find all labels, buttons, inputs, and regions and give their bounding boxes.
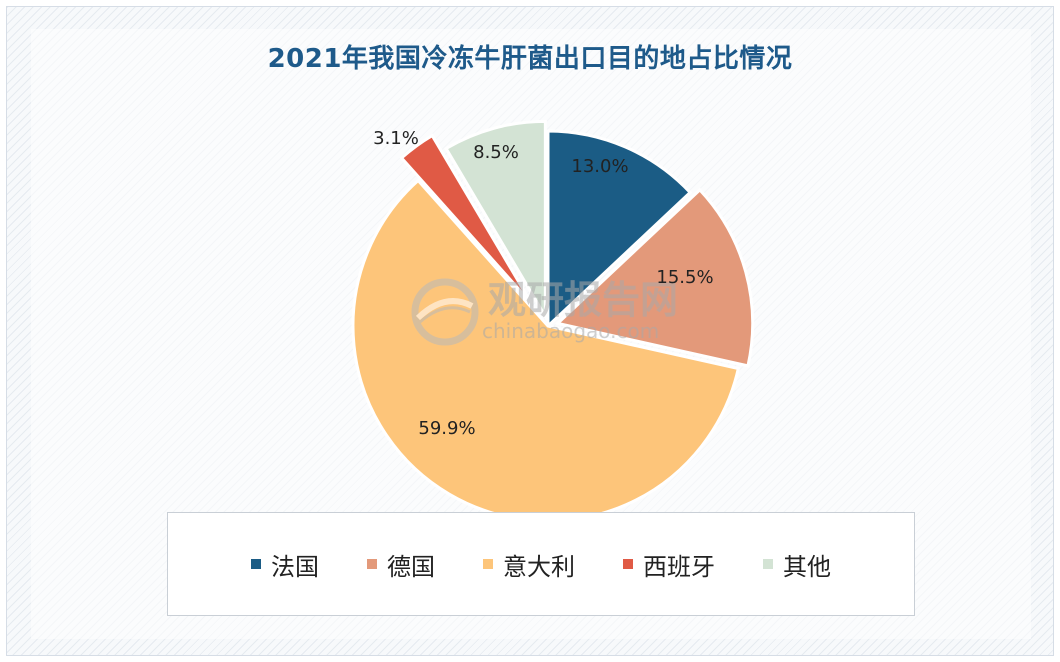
pie-slice-5 [444,119,547,322]
watermark-logo-icon [411,278,479,346]
watermark-text-cn: 观研报告网 [488,278,678,322]
pie-data-label-4: 3.1% [373,128,419,149]
legend-label-2: 德国 [387,552,435,581]
legend: 法国 德国 意大利 西班牙 其他 [167,512,915,616]
watermark-text-en: chinabaogao.com [482,319,659,343]
pie-data-labels: 13.0% 15.5% 59.9% 3.1% 8.5% [373,128,713,439]
legend-item-4: 西班牙 [623,547,715,582]
legend-label-1: 法国 [271,552,319,581]
pie-slice-1 [546,129,693,330]
pie-slice-2 [554,187,755,368]
pie-slice-4 [399,133,533,305]
legend-label-4: 西班牙 [643,552,715,581]
legend-label-3: 意大利 [503,552,575,581]
legend-item-2: 德国 [367,547,435,582]
chart-title: 2021年我国冷冻牛肝菌出口目的地占比情况 [267,44,793,74]
legend-item-3: 意大利 [483,547,575,582]
legend-item-5: 其他 [763,547,831,582]
pie-data-label-5: 8.5% [473,142,519,163]
legend-swatch-2 [367,559,377,569]
pie-slice-3 [351,178,741,523]
pie-data-label-1: 13.0% [571,156,628,177]
legend-swatch-1 [251,559,261,569]
watermark: 观研报告网 chinabaogao.com [411,278,678,346]
pie-slices [351,119,755,523]
pie-data-label-2: 15.5% [656,267,713,288]
legend-swatch-4 [623,559,633,569]
legend-item-1: 法国 [251,547,319,582]
pie-data-label-3: 59.9% [418,418,475,439]
legend-swatch-5 [763,559,773,569]
legend-swatch-3 [483,559,493,569]
legend-label-5: 其他 [783,552,831,581]
